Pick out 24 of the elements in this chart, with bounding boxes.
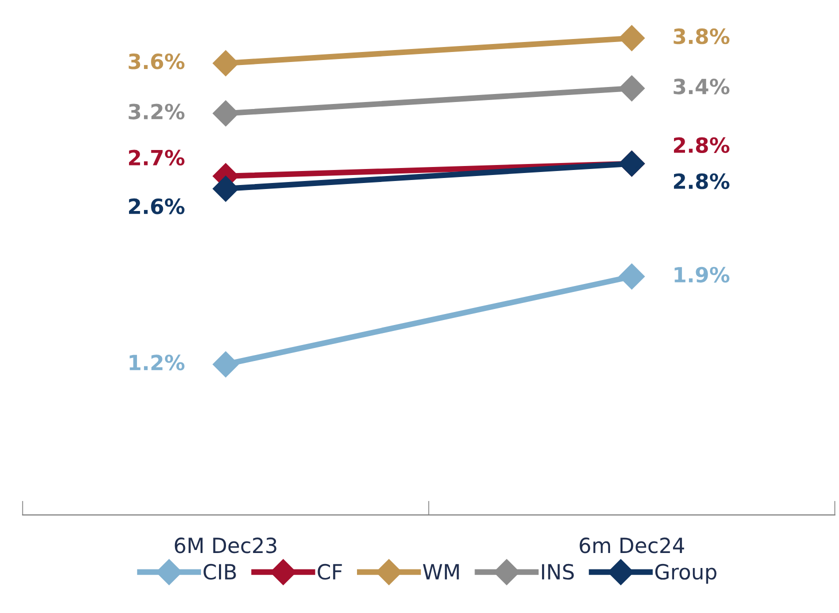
data-label: 3.4% xyxy=(674,78,730,94)
point xyxy=(619,76,644,101)
point xyxy=(619,264,644,290)
data-label: 2.8% xyxy=(674,173,730,190)
data-label: 2.7% xyxy=(129,150,184,166)
point xyxy=(619,26,644,51)
point xyxy=(213,50,238,76)
data-label: 2.8% xyxy=(674,137,730,153)
data-label: 1.9% xyxy=(674,266,730,283)
legend-label: WM xyxy=(422,564,459,580)
x-tick-label: 6m Dec24 xyxy=(580,538,684,554)
data-label: 3.8% xyxy=(674,28,730,44)
legend-label: CIB xyxy=(204,564,236,580)
point xyxy=(213,176,238,202)
legend-label: INS xyxy=(542,564,574,580)
data-label: 2.6% xyxy=(129,198,184,214)
legend-label: CF xyxy=(318,564,342,580)
data-label: 3.2% xyxy=(128,104,184,120)
data-label: 3.6% xyxy=(128,54,184,70)
data-label: 1.2% xyxy=(130,354,184,370)
x-tick-label: 6M Dec23 xyxy=(174,538,276,554)
point xyxy=(213,352,238,377)
legend-label: Group xyxy=(655,564,716,584)
point xyxy=(213,100,238,126)
